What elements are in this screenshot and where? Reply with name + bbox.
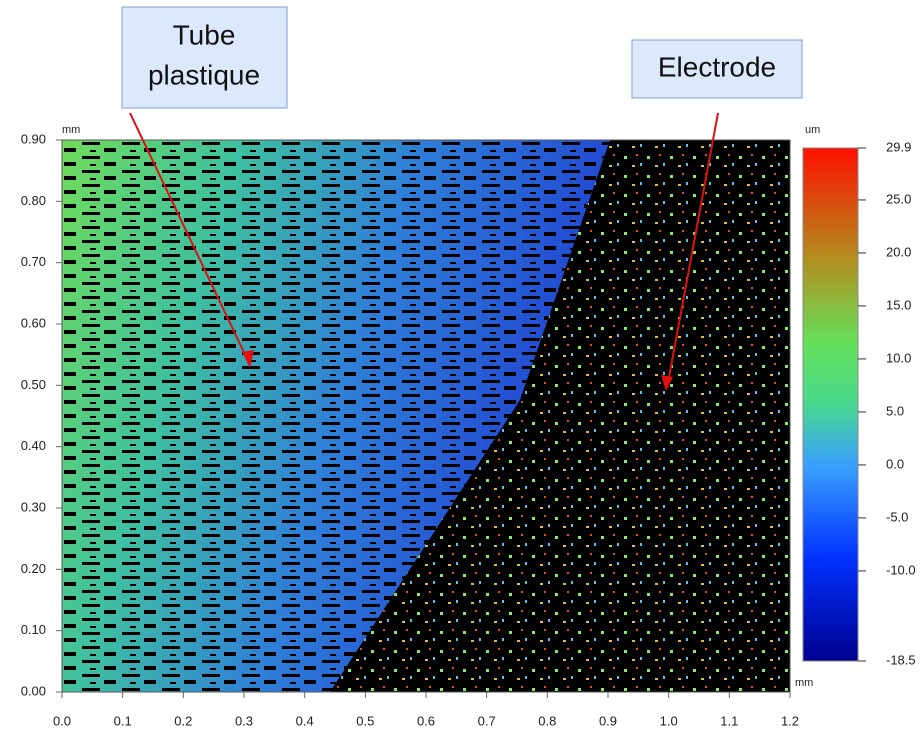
colorbar-tick-label: 25.0 [886, 191, 911, 206]
colorbar-unit: um [805, 124, 820, 136]
y-tick-label: 0.20 [21, 561, 46, 576]
y-axis-unit: mm [62, 124, 80, 136]
colorbar-tick-label: 10.0 [886, 350, 911, 365]
x-tick-label: 1.1 [720, 713, 738, 728]
x-tick-label: 0.1 [114, 713, 132, 728]
annotation-box [631, 39, 803, 99]
colorbar-tick-label: 20.0 [886, 244, 911, 259]
annotation-text: Tube [173, 19, 236, 50]
y-tick-label: 0.50 [21, 377, 46, 392]
y-tick-label: 0.90 [21, 131, 46, 146]
colorbar-tick-label: 0.0 [886, 456, 904, 471]
x-tick-label: 0.2 [174, 713, 192, 728]
x-tick-label: 1.2 [781, 713, 799, 728]
annotation-box [121, 6, 288, 109]
x-tick-label: 0.4 [296, 713, 314, 728]
y-tick-label: 0.30 [21, 499, 46, 514]
y-tick-label: 0.70 [21, 254, 46, 269]
heatmap-image [61, 139, 791, 693]
annotation-arrow [666, 112, 719, 389]
colorbar-tick-label: -10.0 [886, 562, 916, 577]
annotation-arrow [129, 112, 251, 366]
colorbar-tick-label: 15.0 [886, 297, 911, 312]
x-tick-label: 0.6 [417, 713, 435, 728]
annotation-text: Electrode [658, 51, 776, 82]
y-tick-label: 0.10 [21, 622, 46, 637]
x-axis-unit: mm [795, 677, 813, 689]
y-tick-label: 0.00 [21, 683, 46, 698]
y-tick-label: 0.60 [21, 315, 46, 330]
x-tick-label: 0.8 [538, 713, 556, 728]
colorbar-tick-label: 5.0 [886, 403, 904, 418]
colorbar [802, 147, 859, 662]
y-tick-label: 0.80 [21, 193, 46, 208]
colorbar-tick-label: 29.9 [886, 139, 911, 154]
arrowhead [242, 350, 254, 368]
arrowhead [661, 375, 673, 391]
x-tick-label: 0.9 [599, 713, 617, 728]
annotation-text: plastique [148, 59, 260, 90]
x-tick-label: 0.3 [235, 713, 253, 728]
x-tick-label: 0.0 [53, 713, 71, 728]
x-tick-label: 0.5 [356, 713, 374, 728]
y-tick-label: 0.40 [21, 438, 46, 453]
colorbar-tick-label: -18.5 [886, 652, 916, 667]
x-tick-label: 1.0 [660, 713, 678, 728]
x-tick-label: 0.7 [478, 713, 496, 728]
colorbar-tick-label: -5.0 [886, 509, 908, 524]
